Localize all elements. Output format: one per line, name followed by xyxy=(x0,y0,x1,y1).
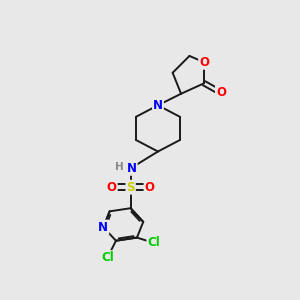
Text: O: O xyxy=(107,181,117,194)
Text: O: O xyxy=(199,56,209,69)
Text: N: N xyxy=(127,162,137,175)
Text: S: S xyxy=(126,181,135,194)
Text: N: N xyxy=(98,220,108,234)
Text: N: N xyxy=(153,99,163,112)
Text: Cl: Cl xyxy=(101,251,114,264)
Text: O: O xyxy=(216,86,226,99)
Text: Cl: Cl xyxy=(147,236,160,249)
Text: H: H xyxy=(115,162,124,172)
Text: O: O xyxy=(145,181,154,194)
